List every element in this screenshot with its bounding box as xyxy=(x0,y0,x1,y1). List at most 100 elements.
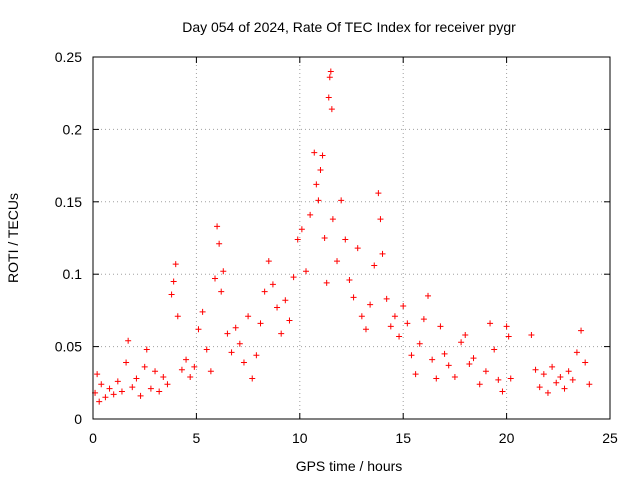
data-point xyxy=(172,261,179,268)
data-point xyxy=(143,346,150,353)
data-point xyxy=(553,379,560,386)
data-point xyxy=(586,381,593,388)
data-point xyxy=(470,355,477,362)
x-tick-label: 10 xyxy=(292,430,308,446)
data-point xyxy=(412,371,419,378)
data-point xyxy=(557,374,564,381)
data-point xyxy=(187,374,194,381)
data-point xyxy=(218,288,225,295)
data-point xyxy=(569,376,576,383)
data-point xyxy=(207,368,214,375)
data-point xyxy=(505,333,512,340)
data-point xyxy=(164,381,171,388)
data-point xyxy=(350,294,357,301)
data-point xyxy=(133,375,140,382)
x-axis-label: GPS time / hours xyxy=(296,458,403,474)
data-point xyxy=(319,152,326,159)
data-point xyxy=(228,349,235,356)
data-point xyxy=(94,371,101,378)
x-tick-label: 5 xyxy=(193,430,201,446)
data-point xyxy=(261,288,268,295)
data-point xyxy=(396,333,403,340)
data-point xyxy=(323,279,330,286)
data-point xyxy=(507,375,514,382)
data-point xyxy=(160,374,167,381)
data-point xyxy=(451,374,458,381)
y-tick-label: 0.1 xyxy=(63,266,83,282)
y-tick-label: 0.15 xyxy=(55,194,82,210)
data-point xyxy=(404,320,411,327)
y-tick-label: 0.05 xyxy=(55,339,82,355)
data-point xyxy=(549,363,556,370)
data-point xyxy=(315,197,322,204)
data-point xyxy=(294,236,301,243)
data-point xyxy=(303,268,310,275)
data-point xyxy=(168,291,175,298)
data-point xyxy=(269,281,276,288)
data-point xyxy=(137,392,144,399)
data-point xyxy=(253,352,260,359)
data-point xyxy=(125,337,132,344)
data-point xyxy=(561,385,568,392)
data-point xyxy=(311,149,318,156)
data-point xyxy=(476,381,483,388)
data-point xyxy=(532,366,539,373)
data-point xyxy=(342,236,349,243)
y-tick-label: 0 xyxy=(74,411,82,427)
data-point xyxy=(578,327,585,334)
data-point xyxy=(466,360,473,367)
data-point xyxy=(106,385,113,392)
data-point xyxy=(313,181,320,188)
data-point xyxy=(391,313,398,320)
data-point xyxy=(216,240,223,247)
chart-title: Day 054 of 2024, Rate Of TEC Index for r… xyxy=(182,19,516,35)
data-point xyxy=(338,197,345,204)
data-point xyxy=(286,317,293,324)
data-point xyxy=(183,356,190,363)
plot-frame xyxy=(92,56,611,420)
data-point xyxy=(377,216,384,223)
data-point xyxy=(362,326,369,333)
data-point xyxy=(329,216,336,223)
x-tick-label: 15 xyxy=(395,430,411,446)
data-point xyxy=(437,323,444,330)
data-point xyxy=(499,388,506,395)
data-point xyxy=(371,262,378,269)
data-point xyxy=(425,292,432,299)
data-point xyxy=(379,250,386,257)
data-point xyxy=(544,389,551,396)
data-point xyxy=(102,394,109,401)
data-point xyxy=(482,368,489,375)
data-point xyxy=(174,313,181,320)
axis-ticks: 0 5 10 15 20 25 0 0.05 0.1 0.15 0.2 0.25 xyxy=(55,49,618,446)
data-point xyxy=(433,375,440,382)
data-point xyxy=(582,359,589,366)
x-tick-label: 0 xyxy=(89,430,97,446)
data-point xyxy=(429,356,436,363)
data-point xyxy=(420,316,427,323)
data-point xyxy=(249,375,256,382)
data-point xyxy=(416,340,423,347)
data-point xyxy=(495,376,502,383)
data-point xyxy=(118,388,125,395)
grid xyxy=(93,57,610,419)
data-points xyxy=(92,68,593,405)
data-point xyxy=(232,324,239,331)
data-point xyxy=(334,258,341,265)
data-point xyxy=(282,297,289,304)
data-point xyxy=(141,363,148,370)
data-point xyxy=(110,391,117,398)
data-point xyxy=(400,303,407,310)
x-tick-label: 25 xyxy=(602,430,618,446)
data-point xyxy=(123,359,130,366)
data-point xyxy=(354,245,361,252)
data-point xyxy=(328,106,335,113)
y-tick-label: 0.2 xyxy=(63,121,83,137)
data-point xyxy=(540,371,547,378)
data-point xyxy=(236,340,243,347)
data-point xyxy=(203,346,210,353)
data-point xyxy=(536,384,543,391)
data-point xyxy=(573,349,580,356)
data-point xyxy=(178,366,185,373)
